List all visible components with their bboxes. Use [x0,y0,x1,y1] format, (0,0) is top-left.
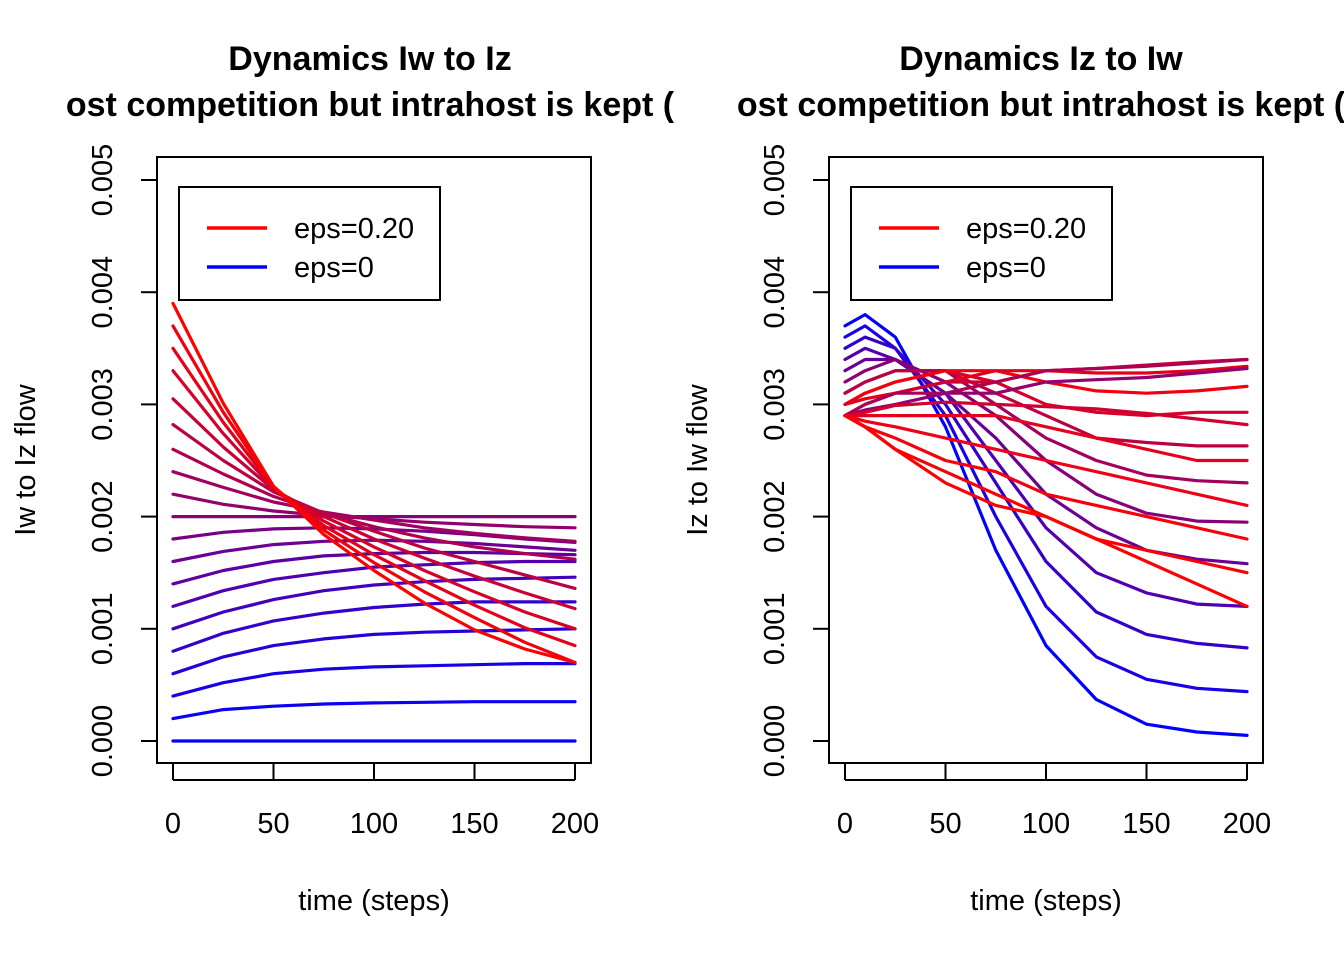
legend-box [178,186,441,301]
series-line [843,313,1249,738]
x-tick-label: 50 [929,808,961,840]
chart-subtitle: ost competition but intrahost is kept ( [737,86,1344,124]
series-line [171,397,577,611]
y-tick-label: 0.001 [759,593,791,666]
x-tick-label: 100 [1022,808,1070,840]
series-line [171,423,577,591]
y-tick-label: 0.003 [87,368,119,441]
series-line [843,414,1249,463]
series-line [843,357,1249,524]
series-line [843,400,1249,427]
chart-title: Dynamics Iw to Iz [228,40,511,78]
y-tick-label: 0.004 [759,256,791,329]
legend-label: eps=0.20 [294,213,414,245]
series-line [171,700,577,721]
series-line [843,346,1249,609]
series-line [171,492,577,530]
x-tick-label: 200 [1223,808,1271,840]
series-line [171,301,577,665]
y-tick-label: 0.005 [87,144,119,217]
y-tick-label: 0.004 [87,256,119,329]
x-tick-label: 100 [350,808,398,840]
chart-panel-right: Dynamics Iz to Iw ost competition but int… [682,40,1344,917]
series-line [843,366,1249,418]
y-tick-label: 0.003 [759,368,791,441]
y-tick-label: 0.002 [87,480,119,553]
series-line [171,575,577,631]
series-line [843,364,1249,406]
series-line [843,414,1249,609]
series-line [171,369,577,631]
y-tick-label: 0.000 [759,705,791,778]
x-tick-label: 0 [837,808,853,840]
y-axis-label: Iz to Iw flow [682,383,714,536]
series-line [171,346,577,648]
series-line [843,357,1249,418]
y-axis-label: Iw to Iz flow [10,383,42,536]
x-tick-label: 50 [257,808,289,840]
legend: eps=0.20 eps=0 [850,186,1113,301]
x-tick-label: 150 [450,808,498,840]
x-axis-label: time (steps) [298,885,449,917]
series-line [843,369,1249,406]
series-line [843,414,1249,541]
chart-title: Dynamics Iz to Iw [899,40,1183,78]
x-axis-label: time (steps) [970,885,1121,917]
x-tick-label: 200 [551,808,599,840]
data-series-group [171,301,577,743]
series-line [171,324,577,665]
legend-label: eps=0 [966,252,1046,284]
chart-subtitle: ost competition but intrahost is kept ( [66,86,675,124]
legend-label: eps=0 [294,252,374,284]
series-line [171,559,577,609]
y-tick-label: 0.002 [759,480,791,553]
y-tick-label: 0.001 [87,593,119,666]
series-line [171,470,577,543]
series-line [171,627,577,676]
data-series-group [843,313,1249,738]
series-line [171,661,577,698]
series-line [171,447,577,561]
series-line [843,335,1249,650]
chart-panel-left: Dynamics Iw to Iz ost competition but int… [10,40,675,917]
y-tick-label: 0.005 [759,144,791,217]
series-line [843,324,1249,694]
series-line [171,600,577,653]
x-tick-label: 150 [1122,808,1170,840]
series-line [843,414,1249,507]
legend: eps=0.20 eps=0 [178,186,441,301]
y-tick-label: 0.000 [87,705,119,778]
legend-label: eps=0.20 [966,213,1086,245]
legend-box [850,186,1113,301]
x-tick-label: 0 [165,808,181,840]
